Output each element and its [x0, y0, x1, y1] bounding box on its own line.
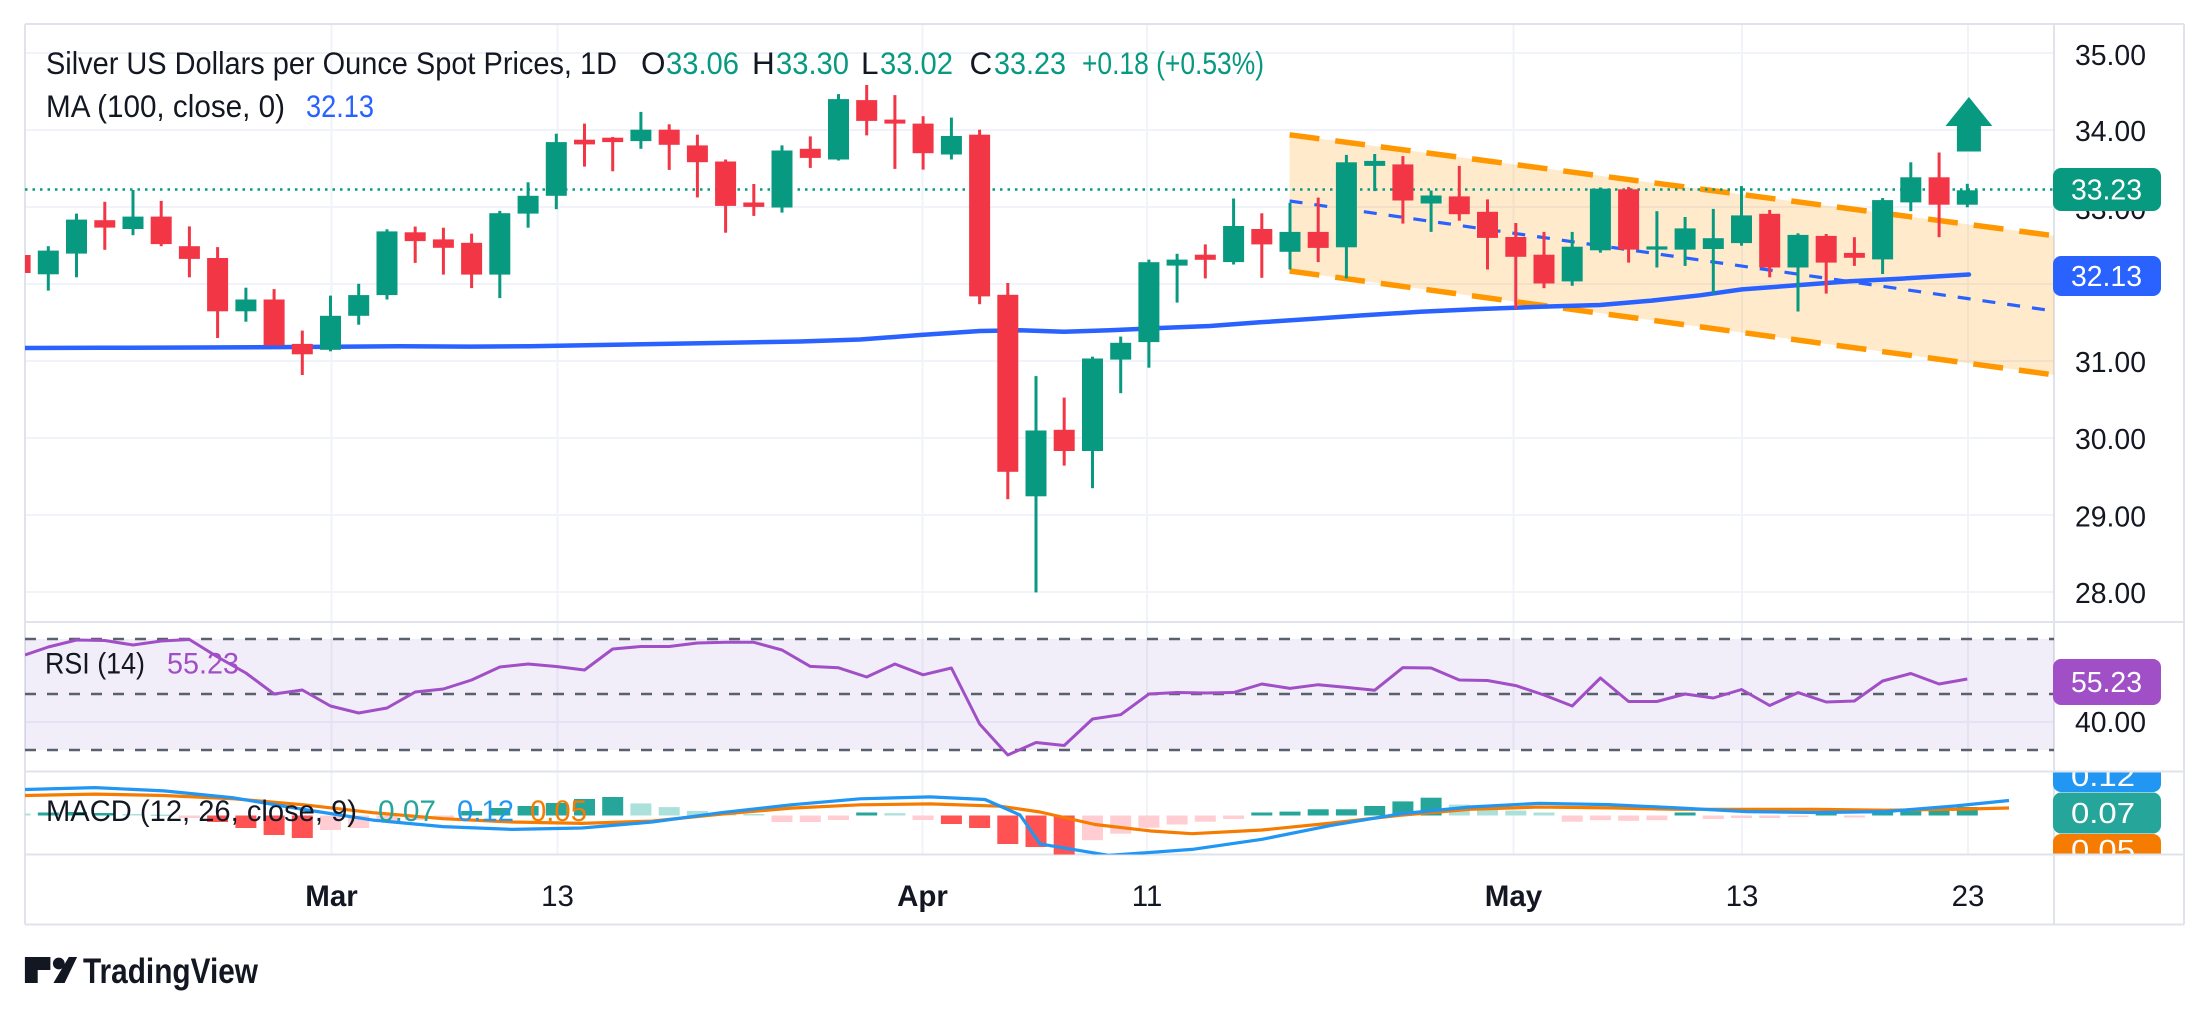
svg-text:0.12: 0.12 [457, 795, 514, 828]
svg-text:L: L [861, 45, 879, 81]
svg-text:13: 13 [1726, 880, 1759, 913]
svg-text:55.23: 55.23 [2071, 667, 2142, 699]
svg-text:O: O [641, 45, 666, 81]
svg-text:55.23: 55.23 [167, 647, 239, 680]
svg-text:32.13: 32.13 [2071, 261, 2142, 293]
svg-text:30.00: 30.00 [2075, 424, 2146, 456]
svg-text:RSI (14): RSI (14) [45, 647, 145, 680]
svg-text:31.00: 31.00 [2075, 347, 2146, 379]
svg-text:MA (100, close, 0): MA (100, close, 0) [46, 88, 285, 124]
svg-text:MACD (12, 26, close, 9): MACD (12, 26, close, 9) [46, 795, 357, 828]
svg-text:TradingView: TradingView [83, 951, 258, 991]
svg-text:0.05: 0.05 [2071, 835, 2135, 867]
svg-text:May: May [1485, 880, 1543, 913]
svg-text:+0.18 (+0.53%): +0.18 (+0.53%) [1082, 45, 1264, 81]
svg-text:11: 11 [1132, 880, 1163, 913]
svg-text:34.00: 34.00 [2075, 116, 2146, 148]
svg-text:0.07: 0.07 [2071, 798, 2135, 830]
svg-text:Apr: Apr [897, 880, 948, 913]
svg-text:33.30: 33.30 [776, 45, 849, 81]
svg-text:C: C [970, 45, 993, 81]
svg-text:33.02: 33.02 [880, 45, 953, 81]
svg-text:H: H [752, 45, 775, 81]
svg-text:35.00: 35.00 [2075, 40, 2146, 72]
svg-text:32.13: 32.13 [306, 88, 374, 124]
svg-text:13: 13 [541, 880, 574, 913]
svg-text:23: 23 [1952, 880, 1985, 913]
svg-text:0.05: 0.05 [530, 795, 587, 828]
svg-text:33.23: 33.23 [2071, 175, 2142, 207]
svg-text:33.23: 33.23 [994, 45, 1066, 81]
svg-text:29.00: 29.00 [2075, 502, 2146, 534]
svg-text:40.00: 40.00 [2075, 707, 2146, 739]
svg-text:Silver US Dollars per Ounce Sp: Silver US Dollars per Ounce Spot Prices,… [46, 45, 617, 81]
svg-text:33.06: 33.06 [666, 45, 739, 81]
svg-text:28.00: 28.00 [2075, 578, 2146, 610]
svg-text:Mar: Mar [305, 880, 358, 913]
svg-text:0.12: 0.12 [2071, 761, 2135, 793]
svg-text:0.07: 0.07 [378, 795, 436, 828]
